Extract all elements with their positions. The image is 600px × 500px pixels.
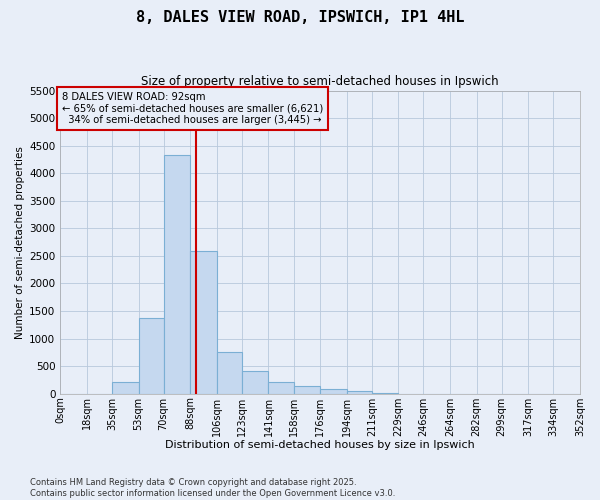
Bar: [293, 386, 320, 394]
Y-axis label: Number of semi-detached properties: Number of semi-detached properties: [15, 146, 25, 338]
Bar: [139, 318, 164, 394]
Text: 8 DALES VIEW ROAD: 92sqm
← 65% of semi-detached houses are smaller (6,621)
  34%: 8 DALES VIEW ROAD: 92sqm ← 65% of semi-d…: [62, 92, 323, 125]
Text: Contains HM Land Registry data © Crown copyright and database right 2025.
Contai: Contains HM Land Registry data © Crown c…: [30, 478, 395, 498]
Bar: [242, 370, 268, 394]
Bar: [268, 382, 293, 394]
Bar: [112, 382, 139, 394]
Title: Size of property relative to semi-detached houses in Ipswich: Size of property relative to semi-detach…: [142, 75, 499, 88]
Bar: [347, 391, 372, 394]
Bar: [190, 252, 217, 394]
Bar: [372, 393, 398, 394]
Text: 8, DALES VIEW ROAD, IPSWICH, IP1 4HL: 8, DALES VIEW ROAD, IPSWICH, IP1 4HL: [136, 10, 464, 25]
Bar: [217, 352, 242, 394]
Bar: [320, 388, 347, 394]
X-axis label: Distribution of semi-detached houses by size in Ipswich: Distribution of semi-detached houses by …: [165, 440, 475, 450]
Bar: [164, 155, 190, 394]
